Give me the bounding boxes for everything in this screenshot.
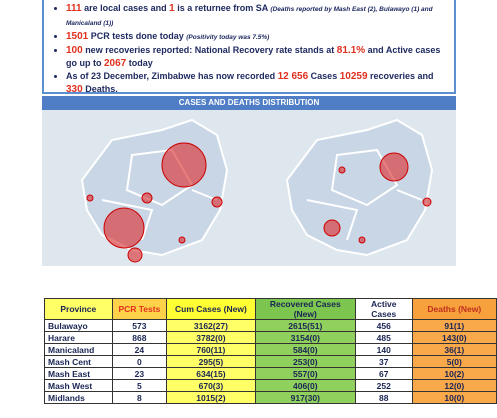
text: PCR tests done today — [88, 31, 187, 41]
header-cell: Deaths (New) — [411, 298, 497, 320]
highlight: 2067 — [104, 58, 127, 69]
table-row: Mash West 5 670(3) 406(0) 252 12(0) — [44, 379, 497, 392]
bullet: 111 are local cases and 1 is a returnee … — [66, 2, 448, 30]
table-row: Harare 868 3782(0) 3154(0) 485 143(0) — [44, 331, 497, 344]
bullet: As of 23 December, Zimbabwe has now reco… — [66, 70, 448, 96]
table-cell: 0 — [111, 355, 168, 368]
table-cell: 5 — [111, 379, 168, 392]
table-cell: 670(3) — [166, 379, 256, 392]
table-row: Midlands 8 1015(2) 917(30) 88 10(0) — [44, 391, 497, 404]
table-cell: Bulawayo — [44, 319, 113, 332]
highlight: 111 — [66, 3, 82, 14]
highlight: 330 — [66, 84, 83, 95]
province-table: Province PCR Tests Cum Cases (New) Recovere… — [44, 298, 497, 404]
table-cell: 634(15) — [166, 367, 256, 380]
table-cell: 91(1) — [411, 319, 497, 332]
header-cell: Cum Cases (New) — [166, 298, 256, 320]
header-cell: Active Cases — [354, 298, 413, 320]
table-cell: Mash Cent — [44, 355, 113, 368]
text: new recoveries reported: National Recove… — [82, 45, 337, 55]
table-cell: 23 — [111, 367, 168, 380]
table-row: Mash East 23 634(15) 557(0) 67 10(2) — [44, 367, 497, 380]
table-cell: 868 — [111, 331, 168, 344]
text: recoveries and — [367, 71, 434, 81]
table-cell: 10(0) — [411, 391, 497, 404]
section-title: CASES AND DEATHS DISTRIBUTION — [42, 96, 456, 110]
bullet: 100 new recoveries reported: National Re… — [66, 44, 448, 70]
table-cell: 1015(2) — [166, 391, 256, 404]
table-cell: 456 — [354, 319, 413, 332]
text: and Active cases go up to — [66, 45, 441, 68]
table-cell: 917(30) — [254, 391, 356, 404]
text: is a returnee from SA — [174, 3, 271, 13]
highlight: 1 — [169, 3, 175, 14]
table-cell: 5(0) — [411, 355, 497, 368]
text: are local cases and — [81, 3, 170, 13]
table-cell: 573 — [111, 319, 168, 332]
table-cell: 67 — [354, 367, 413, 380]
table-cell: 557(0) — [254, 367, 356, 380]
highlight: 81.1% — [336, 45, 366, 56]
table-cell: Harare — [44, 331, 113, 344]
map-right — [285, 118, 434, 257]
table-cell: 760(11) — [166, 343, 256, 356]
text: today — [126, 58, 153, 68]
table-cell: 584(0) — [254, 343, 356, 356]
table-cell: 406(0) — [254, 379, 356, 392]
table-cell: 3162(27) — [166, 319, 256, 332]
table-body: Bulawayo 573 3162(27) 2615(51) 456 91(1) Harar… — [44, 319, 497, 404]
table-cell: 10(2) — [411, 367, 497, 380]
bullet: 1501 PCR tests done today (Positivity to… — [66, 30, 448, 44]
table-cell: 3154(0) — [254, 331, 356, 344]
summary-box: 111 are local cases and 1 is a returnee … — [42, 0, 456, 96]
note: (Deaths reported by Mash East (2), Bulaw… — [66, 6, 433, 27]
bullet-list: 111 are local cases and 1 is a returnee … — [50, 2, 448, 96]
table-cell: 37 — [354, 355, 413, 368]
table-cell: Mash West — [44, 379, 113, 392]
table-row: Mash Cent 0 295(5) 253(0) 37 5(0) — [44, 355, 497, 368]
text: Deaths. — [82, 84, 118, 94]
table-cell: 143(0) — [411, 331, 497, 344]
table-cell: 24 — [111, 343, 168, 356]
table-cell: 252 — [354, 379, 413, 392]
table-cell: 36(1) — [411, 343, 497, 356]
maps — [42, 110, 456, 266]
table-cell: 295(5) — [166, 355, 256, 368]
table-row: Bulawayo 573 3162(27) 2615(51) 456 91(1) — [44, 319, 497, 332]
table-cell: 485 — [354, 331, 413, 344]
highlight: 10259 — [339, 71, 368, 82]
table-cell: Mash East — [44, 367, 113, 380]
highlight: 1501 — [66, 31, 89, 42]
table-cell: 12(0) — [411, 379, 497, 392]
header-cell: Province — [44, 298, 113, 320]
table-cell: Manicaland — [44, 343, 113, 356]
text: As of 23 December, Zimbabwe has now reco… — [66, 71, 278, 81]
highlight: 100 — [66, 45, 83, 56]
table-cell: 140 — [354, 343, 413, 356]
table-cell: 253(0) — [254, 355, 356, 368]
map-left — [80, 118, 229, 263]
highlight: 12 656 — [277, 71, 309, 82]
header-cell: PCR Tests — [111, 298, 168, 320]
table-cell: 88 — [354, 391, 413, 404]
table-cell: 2615(51) — [254, 319, 356, 332]
table-cell: 3782(0) — [166, 331, 256, 344]
table-cell: 8 — [111, 391, 168, 404]
table-cell: Midlands — [44, 391, 113, 404]
header-cell: Recovered Cases (New) — [254, 298, 356, 320]
table-row: Manicaland 24 760(11) 584(0) 140 36(1) — [44, 343, 497, 356]
text: Cases — [308, 71, 340, 81]
header-row: Province PCR Tests Cum Cases (New) Recovere… — [44, 298, 497, 320]
note: (Positivity today was 7.5%) — [186, 34, 270, 41]
